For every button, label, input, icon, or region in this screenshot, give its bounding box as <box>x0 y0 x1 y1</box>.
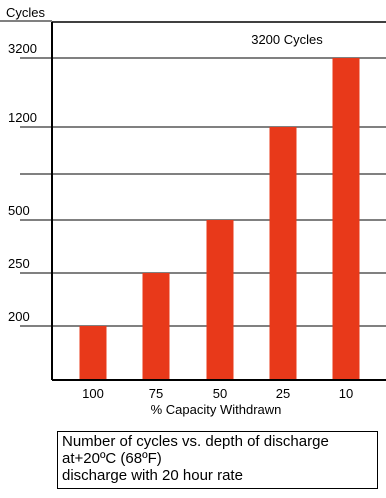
y-tick-label: 200 <box>8 309 30 324</box>
caption-line-1: Number of cycles vs. depth of discharge <box>62 433 329 450</box>
bar-100 <box>79 326 107 380</box>
x-axis-label: % Capacity Withdrawn <box>151 402 282 417</box>
x-tick-label: 100 <box>82 386 104 401</box>
y-tick-label: 250 <box>8 256 30 271</box>
caption-line-2: at+20ºC (68ºF) <box>62 450 162 467</box>
axes <box>0 20 386 381</box>
x-tick-label: 50 <box>213 386 227 401</box>
y-axis-label: Cycles <box>6 5 46 20</box>
gridlines <box>20 57 386 327</box>
x-tick-label: 75 <box>149 386 163 401</box>
x-tick-label: 25 <box>276 386 290 401</box>
x-tick-label: 10 <box>339 386 353 401</box>
x-tick-labels: 100 75 50 25 10 <box>82 386 353 401</box>
y-tick-label: 1200 <box>8 110 37 125</box>
caption-box: Number of cycles vs. depth of discharge … <box>57 431 378 489</box>
caption-line-3: discharge with 20 hour rate <box>62 467 243 484</box>
bars <box>79 58 360 380</box>
y-tick-label: 500 <box>8 203 30 218</box>
bar-annotation: 3200 Cycles <box>251 32 323 47</box>
y-tick-labels: 200 250 500 1200 3200 <box>8 41 37 324</box>
bar-50 <box>206 220 234 380</box>
y-tick-label: 3200 <box>8 41 37 56</box>
cycles-bar-chart: 200 250 500 1200 3200 100 75 50 25 10 Cycles % C… <box>0 5 386 417</box>
bar-75 <box>142 273 170 380</box>
bar-25 <box>269 127 297 380</box>
bar-10 <box>332 58 360 380</box>
